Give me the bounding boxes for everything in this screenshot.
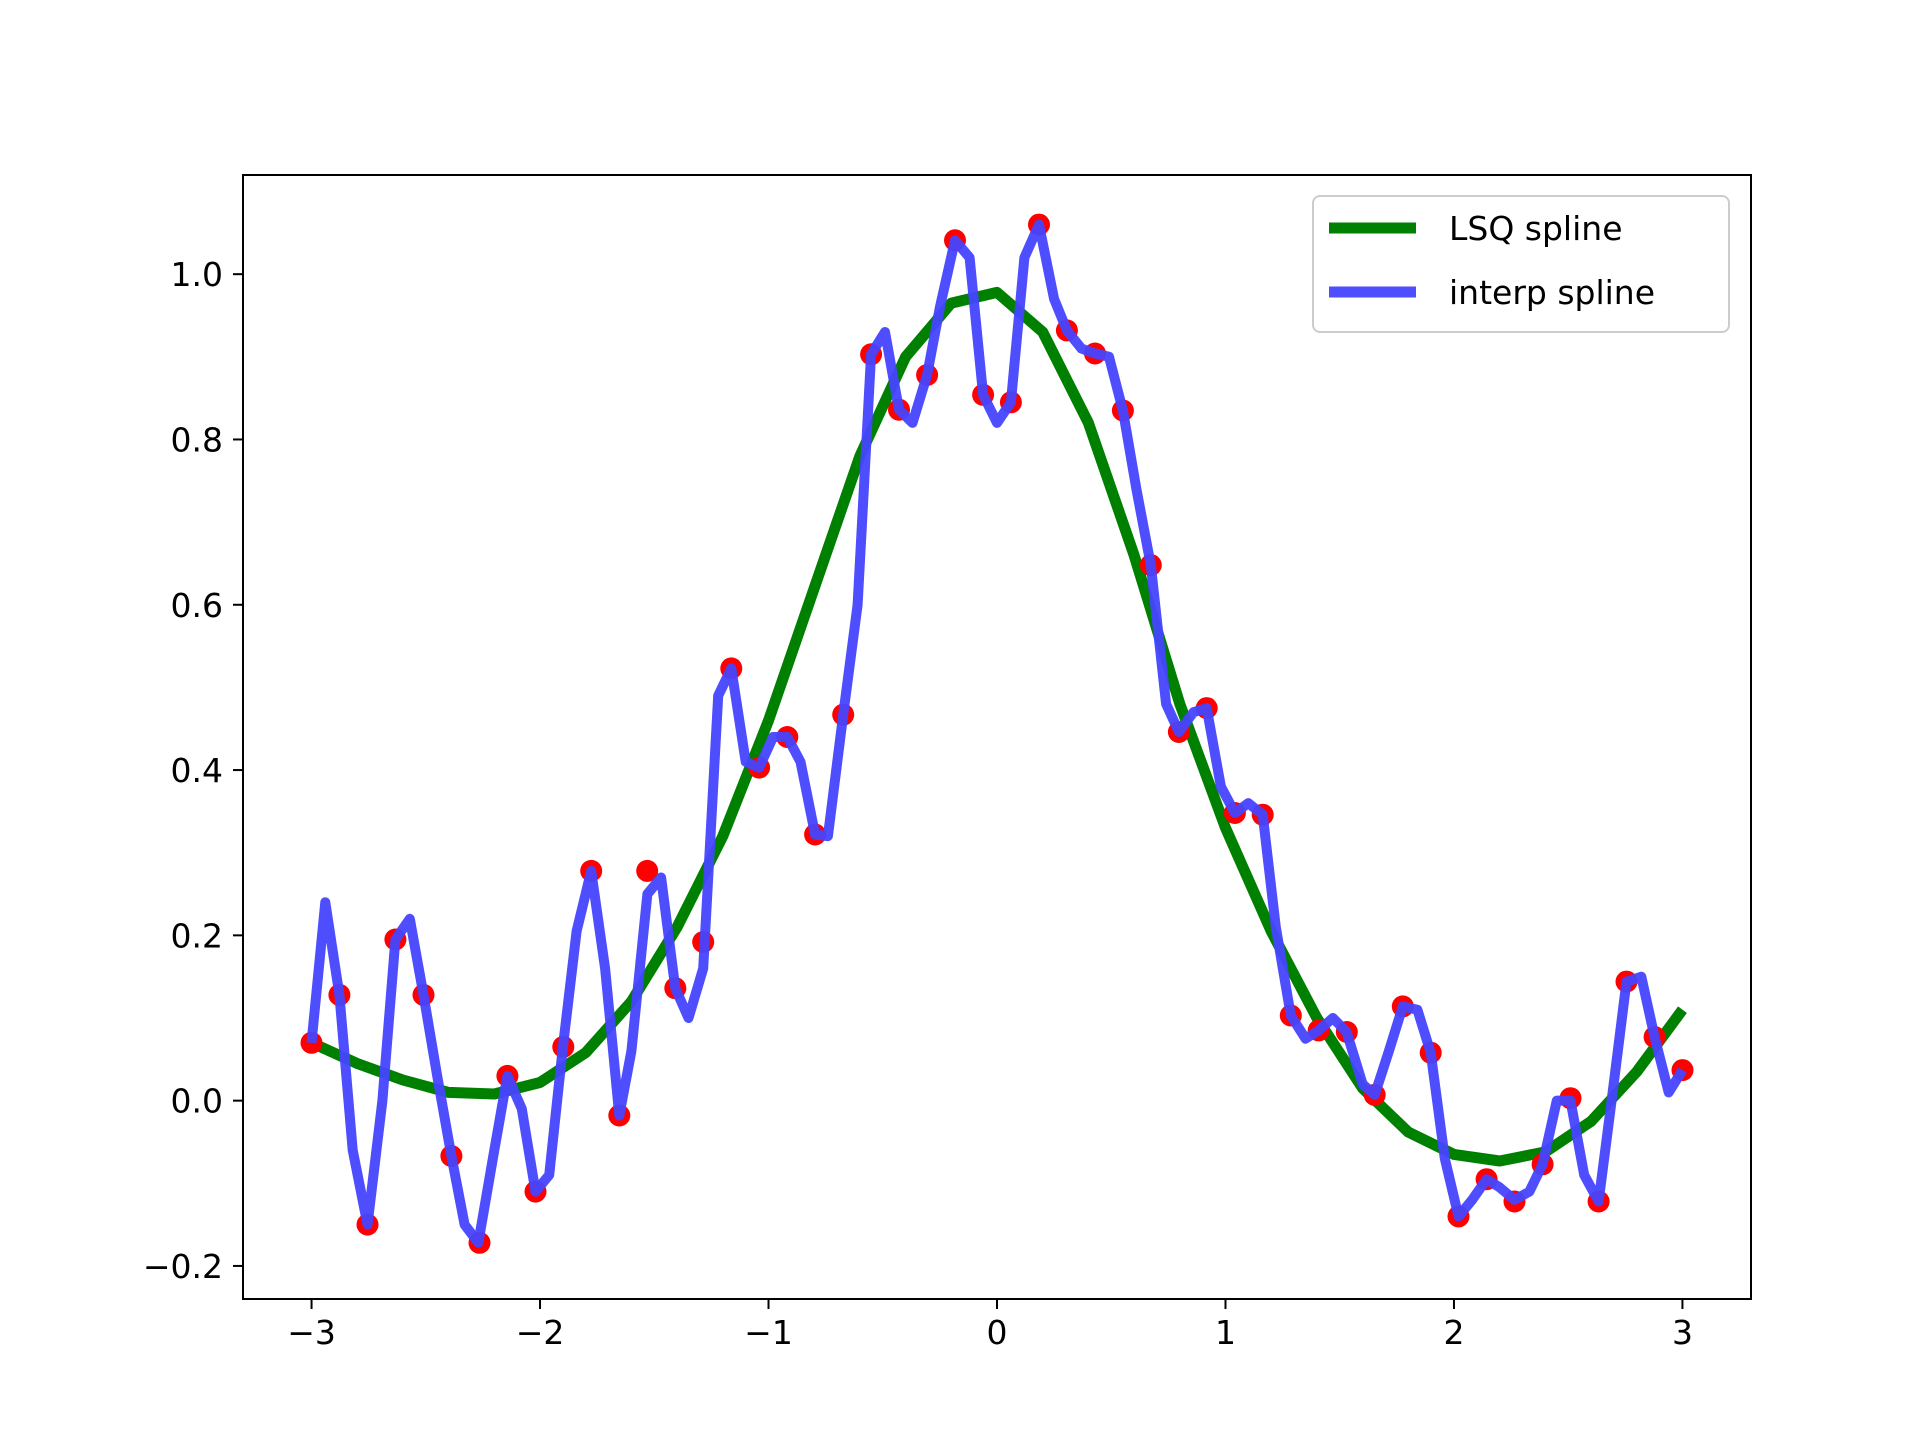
y-tick-label: 0.0 — [171, 1082, 223, 1121]
y-tick-label: −0.2 — [143, 1247, 223, 1286]
y-tick-label: 0.2 — [171, 916, 223, 955]
x-tick-label: −3 — [287, 1313, 336, 1352]
x-tick-label: 3 — [1672, 1313, 1693, 1352]
x-tick-label: −2 — [516, 1313, 565, 1352]
x-tick-label: −1 — [744, 1313, 793, 1352]
series-line-lsq-spline — [309, 286, 1687, 1167]
axes-layer: −3 −2 −1 0 1 2 3 −0.2 0.0 0.2 0.4 0.6 0.8 1.0 — [143, 174, 1752, 1352]
plot-layer — [300, 213, 1694, 1254]
legend: LSQ spline interp spline — [1312, 195, 1730, 333]
legend-label: LSQ spline — [1449, 209, 1623, 248]
x-tick-label: 0 — [987, 1313, 1008, 1352]
series-line-interp-spline — [306, 219, 1687, 1248]
x-tick-label: 1 — [1215, 1313, 1236, 1352]
y-tick-label: 0.4 — [171, 751, 223, 790]
x-tick-label: 2 — [1443, 1313, 1464, 1352]
y-tick-label: 0.8 — [171, 420, 223, 459]
data-point — [636, 859, 659, 882]
legend-box — [1312, 195, 1730, 333]
y-tick-label: 0.6 — [171, 586, 223, 625]
y-tick-label: 1.0 — [171, 255, 223, 294]
legend-label: interp spline — [1449, 273, 1655, 312]
